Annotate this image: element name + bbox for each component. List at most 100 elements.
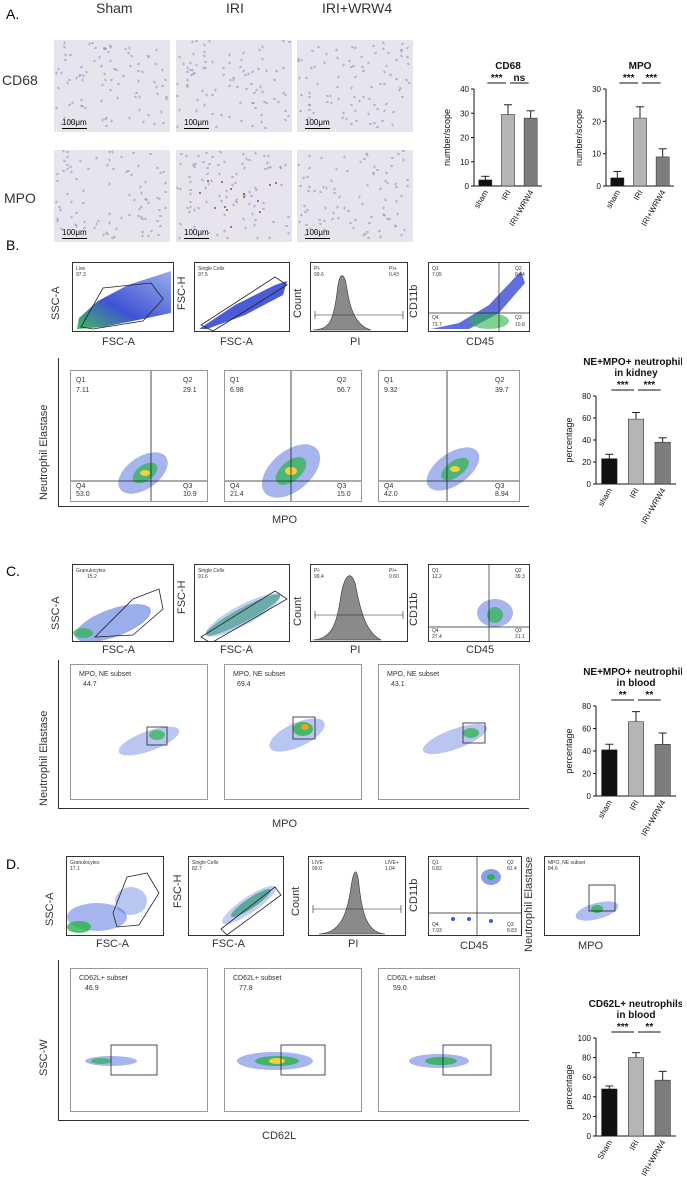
y-tick-label: 40 <box>582 436 591 445</box>
bar-sham <box>610 177 625 187</box>
tissue-nucleus <box>146 234 151 238</box>
q2-value: 39.7 <box>495 387 509 394</box>
gate-plot-single-cells: Single Cells 91.6 <box>194 564 290 642</box>
x-tick-label: sham <box>596 486 614 508</box>
gate-value: 84.6 <box>548 866 558 872</box>
tissue-nucleus <box>189 204 193 209</box>
col-header-iri-wrw4: IRI+WRW4 <box>322 0 393 16</box>
tissue-nucleus <box>360 55 364 59</box>
y-tick-label: 20 <box>592 117 601 126</box>
tissue-nucleus <box>253 218 258 222</box>
tissue-nucleus <box>254 151 257 155</box>
q1-label: Q1 <box>384 377 394 384</box>
tissue-nucleus <box>196 154 201 158</box>
tissue-nucleus <box>200 178 205 182</box>
y-axis-label: percentage <box>564 1064 574 1109</box>
q2-label: Q2 <box>507 860 514 866</box>
tissue-nucleus <box>93 46 98 50</box>
cd62l-plot-iri-wrw4: CD62L+ subset 59.0 <box>378 968 520 1112</box>
q3-label: Q3 <box>515 315 522 321</box>
tissue-nucleus <box>404 78 408 82</box>
tissue-nucleus <box>263 126 268 130</box>
chart-title: in kidney <box>614 368 658 379</box>
subset-value: 69.4 <box>237 681 251 688</box>
tissue-nucleus <box>242 69 246 74</box>
tissue-nucleus <box>163 190 167 193</box>
tissue-nucleus <box>310 49 315 53</box>
tissue-nucleus <box>344 116 348 121</box>
tissue-nucleus <box>225 195 229 199</box>
q1-label: Q1 <box>432 568 439 574</box>
tissue-nucleus <box>238 101 243 105</box>
tissue-nucleus <box>260 90 265 95</box>
y-tick-label: 20 <box>582 458 591 467</box>
tissue-nucleus <box>127 115 132 120</box>
tissue-nucleus <box>307 91 311 95</box>
tissue-nucleus <box>266 160 270 165</box>
panel-c-letter: C. <box>6 563 20 579</box>
tissue-nucleus <box>203 67 208 70</box>
tissue-nucleus <box>191 52 196 56</box>
tissue-nucleus <box>399 54 404 58</box>
y-tick-label: 80 <box>582 1054 591 1063</box>
tissue-nucleus <box>58 208 63 212</box>
gate-plot-granulocytes: Granulocytes 17.1 <box>66 856 164 936</box>
tissue-nucleus <box>194 40 199 43</box>
bar-iri <box>628 1057 644 1137</box>
tissue-nucleus <box>405 46 410 50</box>
cd62l-plot-sham: CD62L+ subset 46.9 <box>70 968 208 1112</box>
y-axis-label: FSC-H <box>176 276 188 310</box>
subset-name: MPO, NE subset <box>387 671 440 678</box>
tissue-nucleus <box>301 175 306 180</box>
density-cd45 <box>429 263 529 331</box>
tissue-nucleus <box>79 65 84 69</box>
tissue-nucleus <box>259 85 262 89</box>
tissue-nucleus <box>330 101 333 105</box>
tissue-nucleus <box>358 98 361 103</box>
y-tick-label: 10 <box>592 150 601 159</box>
significance-label: ns <box>513 73 525 84</box>
tissue-nucleus <box>399 49 403 54</box>
gate-name: Granulocytes <box>70 860 100 866</box>
tissue-nucleus <box>153 122 157 127</box>
tissue-nucleus <box>80 98 84 102</box>
y-axis-label: percentage <box>564 728 574 773</box>
tissue-nucleus <box>396 212 399 216</box>
tissue-nucleus <box>323 60 327 65</box>
tissue-nucleus <box>227 115 231 119</box>
tissue-nucleus <box>241 152 245 156</box>
bar-iri <box>628 418 644 485</box>
tissue-nucleus <box>121 74 125 79</box>
q1-label: Q1 <box>230 377 240 384</box>
tissue-nucleus <box>277 100 281 104</box>
tissue-nucleus <box>55 179 60 183</box>
scale-bar: 100μm <box>62 228 87 239</box>
tissue-nucleus <box>267 236 272 240</box>
bar-iri <box>501 114 515 187</box>
significance-label: *** <box>491 73 503 84</box>
tissue-nucleus <box>329 93 333 98</box>
tissue-nucleus <box>108 158 111 162</box>
tissue-nucleus <box>63 53 67 57</box>
tissue-nucleus <box>395 199 398 204</box>
density-subset <box>269 716 325 752</box>
tissue-nucleus <box>398 88 401 92</box>
tissue-nucleus <box>189 61 192 65</box>
tissue-nucleus <box>352 226 355 230</box>
tissue-nucleus <box>394 58 399 62</box>
q4-value: 27.4 <box>432 634 442 640</box>
tissue-nucleus <box>367 112 371 116</box>
y-tick-label: 40 <box>460 85 469 94</box>
stained-cell <box>242 193 245 196</box>
tissue-nucleus <box>203 60 207 64</box>
tissue-nucleus <box>305 223 309 226</box>
right-gate-name: PI+ <box>389 266 397 272</box>
tissue-nucleus <box>233 181 238 185</box>
tissue-nucleus <box>252 92 257 95</box>
tissue-nucleus <box>219 199 224 203</box>
tissue-nucleus <box>109 118 114 123</box>
tissue-nucleus <box>202 54 207 58</box>
tissue-nucleus <box>251 212 254 216</box>
